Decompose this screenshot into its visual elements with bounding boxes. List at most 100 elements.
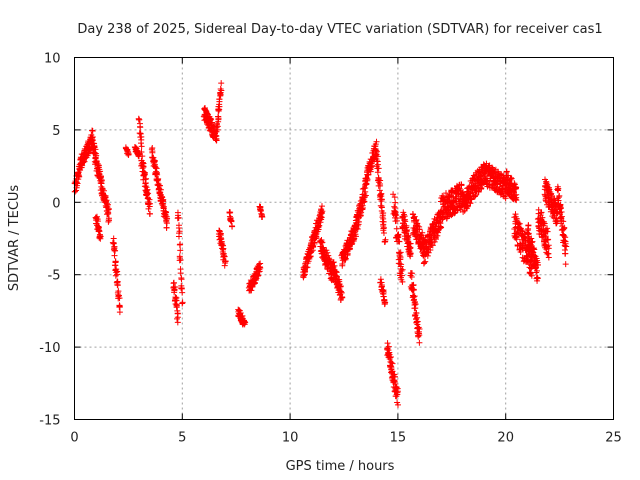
data-point: [177, 247, 184, 254]
data-point: [339, 262, 346, 269]
data-point: [92, 146, 99, 153]
data-point: [172, 283, 179, 290]
data-point: [545, 242, 552, 249]
data-point: [557, 204, 564, 211]
data-point: [319, 208, 326, 215]
data-point: [89, 127, 96, 134]
data-point: [407, 250, 414, 257]
data-point: [563, 243, 570, 250]
data-point: [324, 249, 331, 256]
data-point: [374, 158, 381, 165]
data-point: [338, 288, 345, 295]
data-point: [257, 207, 264, 214]
data-point: [146, 200, 153, 207]
data-point: [391, 373, 398, 380]
data-point: [358, 205, 365, 212]
data-point: [545, 236, 552, 243]
data-point: [143, 175, 150, 182]
data-point: [221, 253, 228, 260]
data-point: [110, 240, 117, 247]
data-point: [363, 180, 370, 187]
data-point: [393, 217, 400, 224]
data-point: [320, 244, 327, 251]
data-point: [316, 222, 323, 229]
data-point: [374, 169, 381, 176]
data-point: [382, 236, 389, 243]
data-point: [160, 198, 167, 205]
data-point: [414, 314, 421, 321]
data-point: [104, 201, 111, 208]
data-point: [399, 266, 406, 273]
data-point: [393, 225, 400, 232]
data-point: [330, 264, 337, 271]
data-point: [330, 259, 337, 266]
data-point: [218, 80, 225, 87]
data-point: [424, 252, 431, 259]
data-point: [116, 295, 123, 302]
data-point: [392, 204, 399, 211]
data-point: [534, 261, 541, 268]
plot-frame: [74, 57, 614, 420]
data-point: [140, 164, 147, 171]
data-points: [71, 80, 570, 408]
data-point: [156, 182, 163, 189]
data-point: [374, 153, 381, 160]
data-point: [354, 222, 361, 229]
data-point: [560, 218, 567, 225]
data-point: [389, 368, 396, 375]
data-point: [387, 354, 394, 361]
data-point: [530, 245, 537, 252]
data-point: [373, 138, 380, 145]
data-point: [114, 282, 121, 289]
data-point: [555, 194, 562, 201]
data-point: [513, 233, 520, 240]
data-point: [175, 214, 182, 221]
data-point: [415, 328, 422, 335]
data-point: [554, 218, 561, 225]
x-axis-label: GPS time / hours: [286, 459, 395, 474]
data-point: [365, 171, 372, 178]
data-point: [557, 214, 564, 221]
data-point: [333, 273, 340, 280]
data-point: [105, 206, 112, 213]
data-point: [137, 130, 144, 137]
data-point: [529, 238, 536, 245]
data-point: [539, 214, 546, 221]
data-point: [115, 293, 122, 300]
data-point: [177, 241, 184, 248]
data-point: [555, 185, 562, 192]
data-point: [516, 220, 523, 227]
data-point: [114, 289, 121, 296]
data-point: [102, 194, 109, 201]
data-point: [391, 194, 398, 201]
data-point: [163, 224, 170, 231]
data-point: [534, 275, 541, 282]
data-point: [377, 177, 384, 184]
data-point: [222, 260, 229, 267]
data-point: [93, 214, 100, 221]
data-point: [458, 181, 465, 188]
data-point: [360, 197, 367, 204]
data-point: [561, 225, 568, 232]
data-point: [562, 238, 569, 245]
data-point: [337, 283, 344, 290]
data-point: [363, 174, 370, 181]
data-point: [552, 200, 559, 207]
data-point: [416, 339, 423, 346]
data-point: [380, 224, 387, 231]
data-point: [308, 248, 315, 255]
data-point: [213, 137, 220, 144]
data-point: [545, 185, 552, 192]
x-tick-label: 25: [605, 431, 622, 446]
data-point: [179, 289, 186, 296]
data-point: [513, 185, 520, 192]
data-point: [229, 223, 236, 230]
y-tick-label: 10: [44, 52, 61, 67]
data-point: [393, 211, 400, 218]
data-point: [544, 228, 551, 235]
data-point: [164, 215, 171, 222]
data-point: [139, 159, 146, 166]
data-point: [396, 238, 403, 245]
data-point: [116, 302, 123, 309]
x-tick-label: 5: [178, 431, 186, 446]
